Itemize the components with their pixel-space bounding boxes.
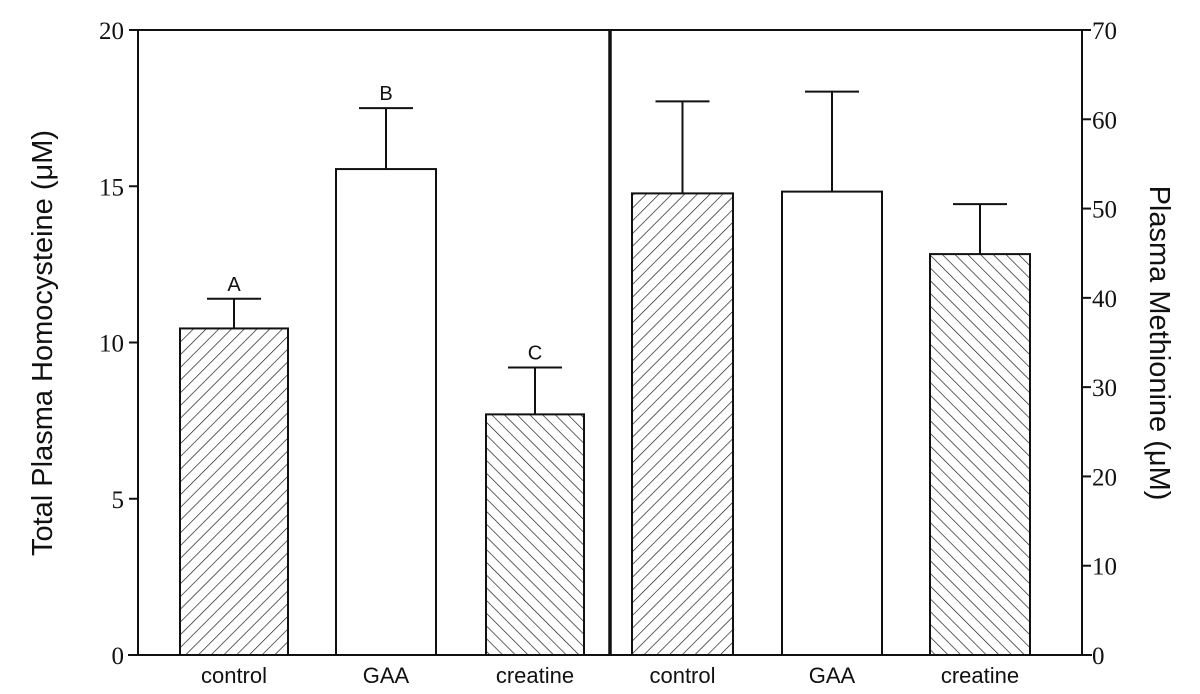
- right-y-tick-label: 20: [1092, 464, 1117, 491]
- bar-left-GAA: [335, 168, 437, 656]
- category-label-left-control: control: [201, 663, 267, 688]
- left-y-axis-title: Total Plasma Homocysteine (μM): [27, 130, 59, 556]
- category-label-left-GAA: GAA: [363, 663, 410, 688]
- bar-left-creatine: [485, 413, 585, 656]
- right-y-axis-title: Plasma Methionine (μM): [1143, 186, 1175, 501]
- right-y-tick-label: 50: [1092, 197, 1117, 224]
- significance-label: A: [227, 274, 241, 296]
- left-y-tick-label: 20: [99, 18, 124, 45]
- right-y-tick-label: 30: [1092, 375, 1117, 402]
- right-y-tick-label: 40: [1092, 286, 1117, 313]
- left-y-tick-label: 15: [99, 174, 124, 201]
- left-y-tick-label: 5: [112, 487, 125, 514]
- category-label-left-creatine: creatine: [496, 663, 574, 688]
- left-y-tick-label: 0: [112, 643, 125, 670]
- axes: 0 5 10 15 20 0 10 20 30 40 50 60 70: [99, 18, 1117, 670]
- right-y-tick-label: 0: [1092, 643, 1105, 670]
- right-y-tick-label: 60: [1092, 107, 1117, 134]
- bar-right-creatine: [929, 253, 1031, 656]
- right-y-tick-label: 70: [1092, 18, 1117, 45]
- category-label-right-GAA: GAA: [809, 663, 856, 688]
- bar-right-control: [631, 192, 734, 656]
- category-label-right-creatine: creatine: [941, 663, 1019, 688]
- bar-right-GAA: [781, 190, 883, 656]
- right-y-tick-label: 10: [1092, 554, 1117, 581]
- category-label-right-control: control: [649, 663, 715, 688]
- significance-label: C: [528, 343, 542, 365]
- bar-left-control: [179, 327, 289, 656]
- left-y-tick-label: 10: [99, 331, 124, 358]
- significance-label: B: [379, 83, 392, 105]
